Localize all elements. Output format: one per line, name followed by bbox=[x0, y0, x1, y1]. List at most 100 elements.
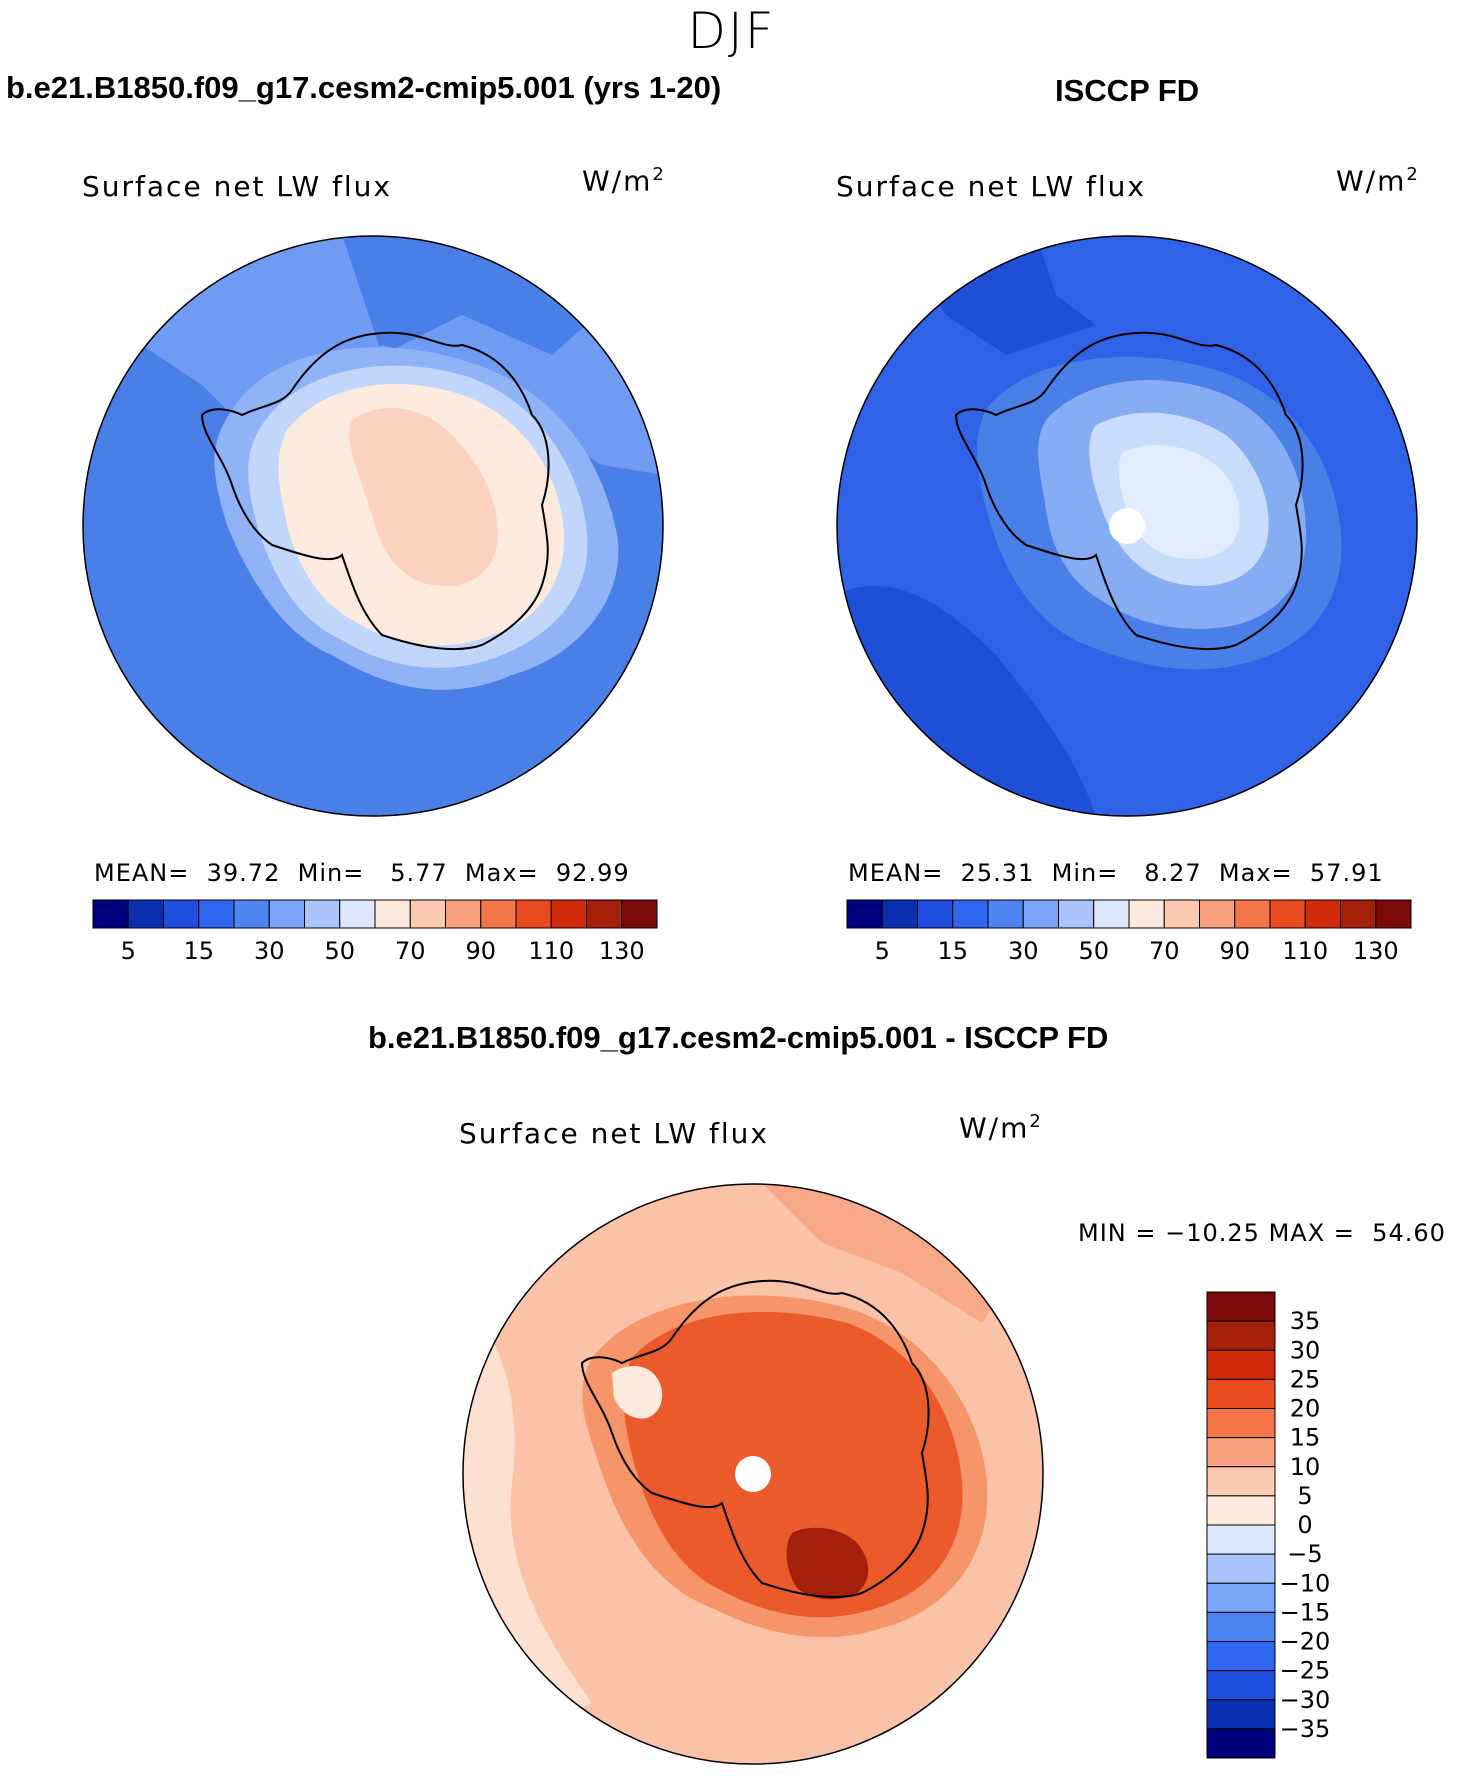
diff-colorbar-box bbox=[1206, 1349, 1276, 1380]
obs-map-border bbox=[836, 235, 1418, 817]
diff-colorbar-tick-label: −20 bbox=[1280, 1628, 1331, 1656]
obs-colorbar-box bbox=[1199, 899, 1236, 929]
obs-colorbar-box bbox=[1304, 899, 1341, 929]
obs-case-title: ISCCP FD bbox=[1055, 73, 1200, 108]
diff-colorbar-box bbox=[1206, 1524, 1276, 1555]
model-variable-title: Surface net LW flux bbox=[82, 170, 392, 203]
diff-colorbar-box bbox=[1206, 1728, 1276, 1759]
model-colorbar-box bbox=[198, 899, 235, 929]
diff-colorbar-box bbox=[1206, 1320, 1276, 1351]
obs-colorbar-tick-label: 110 bbox=[1282, 937, 1328, 965]
diff-units: W/m2 bbox=[959, 1111, 1043, 1145]
obs-colorbar-tick-label: 30 bbox=[1008, 937, 1039, 965]
model-field-band-e bbox=[349, 408, 498, 586]
diff-field-band-d bbox=[623, 1312, 963, 1618]
diff-colorbar-box bbox=[1206, 1437, 1276, 1468]
obs-colorbar-box bbox=[917, 899, 954, 929]
model-colorbar-box bbox=[304, 899, 341, 929]
model-map-border bbox=[82, 235, 664, 817]
model-map bbox=[82, 235, 664, 817]
diff-field-band-e bbox=[786, 1527, 869, 1600]
model-colorbar-box bbox=[550, 899, 587, 929]
diff-colorbar-box bbox=[1206, 1553, 1276, 1584]
diff-colorbar-tick-label: −10 bbox=[1280, 1569, 1331, 1597]
diff-field-band-f bbox=[612, 1366, 663, 1419]
model-colorbar-tick-label: 30 bbox=[254, 937, 285, 965]
obs-colorbar-tick-label: 70 bbox=[1149, 937, 1180, 965]
diff-colorbar-tick-label: 20 bbox=[1290, 1395, 1321, 1423]
diff-colorbar-box bbox=[1206, 1670, 1276, 1701]
obs-colorbar-box bbox=[1128, 899, 1165, 929]
model-colorbar-box bbox=[621, 899, 658, 929]
diff-colorbar-tick-label: −5 bbox=[1287, 1540, 1322, 1568]
obs-pole-hole bbox=[1109, 508, 1145, 544]
obs-colorbar-box bbox=[1269, 899, 1306, 929]
model-colorbar-box bbox=[127, 899, 164, 929]
season-title: DJF bbox=[687, 2, 776, 60]
model-colorbar-tick-label: 110 bbox=[528, 937, 574, 965]
obs-colorbar-tick-label: 90 bbox=[1219, 937, 1250, 965]
model-colorbar-tick-label: 15 bbox=[183, 937, 214, 965]
model-colorbar-box bbox=[586, 899, 623, 929]
model-case-title: b.e21.B1850.f09_g17.cesm2-cmip5.001 (yrs… bbox=[6, 70, 722, 105]
diff-coastline bbox=[580, 1279, 930, 1599]
diff-colorbar-tick-label: 25 bbox=[1290, 1365, 1321, 1393]
obs-colorbar-box bbox=[1163, 899, 1200, 929]
obs-colorbar-box bbox=[952, 899, 989, 929]
model-units: W/m2 bbox=[582, 164, 666, 198]
diff-stats: MIN = −10.25 MAX = 54.60 bbox=[1078, 1219, 1446, 1247]
model-colorbar-box bbox=[480, 899, 517, 929]
model-colorbar-tick-label: 70 bbox=[395, 937, 426, 965]
model-colorbar-tick-label: 130 bbox=[599, 937, 645, 965]
diff-variable-title: Surface net LW flux bbox=[459, 1117, 769, 1150]
diff-pole-hole bbox=[735, 1456, 771, 1492]
diff-colorbar-tick-label: 10 bbox=[1290, 1453, 1321, 1481]
model-coastline bbox=[200, 331, 550, 651]
model-colorbar: 5 15 30 50 70 90 110 130 bbox=[92, 899, 658, 965]
diff-colorbar-box bbox=[1206, 1466, 1276, 1497]
obs-field-band-f bbox=[1118, 445, 1240, 559]
diff-colorbar-box bbox=[1206, 1408, 1276, 1439]
model-colorbar-box bbox=[163, 899, 200, 929]
obs-colorbar-tick-label: 5 bbox=[875, 937, 890, 965]
obs-colorbar-box bbox=[1022, 899, 1059, 929]
obs-colorbar: 5 15 30 50 70 90 110 130 bbox=[846, 899, 1412, 965]
obs-colorbar-box bbox=[987, 899, 1024, 929]
diff-colorbar-tick-label: −35 bbox=[1280, 1715, 1331, 1743]
obs-colorbar-box bbox=[1375, 899, 1412, 929]
diff-colorbar-box bbox=[1206, 1641, 1276, 1672]
diff-colorbar-tick-label: 15 bbox=[1290, 1424, 1321, 1452]
diff-colorbar-box bbox=[1206, 1378, 1276, 1409]
obs-colorbar-box bbox=[1340, 899, 1377, 929]
diff-colorbar-box bbox=[1206, 1495, 1276, 1526]
obs-map bbox=[836, 235, 1418, 817]
diff-colorbar-tick-label: 5 bbox=[1297, 1482, 1312, 1510]
obs-colorbar-tick-label: 15 bbox=[937, 937, 968, 965]
diff-colorbar-tick-label: −15 bbox=[1280, 1598, 1331, 1626]
diff-map bbox=[462, 1183, 1044, 1765]
model-colorbar-tick-label: 50 bbox=[324, 937, 355, 965]
diff-colorbar-box bbox=[1206, 1611, 1276, 1642]
model-stats: MEAN= 39.72 Min= 5.77 Max= 92.99 bbox=[94, 859, 630, 887]
obs-colorbar-box bbox=[1058, 899, 1095, 929]
diff-colorbar-tick-label: −25 bbox=[1280, 1657, 1331, 1685]
diff-colorbar-tick-label: 30 bbox=[1290, 1336, 1321, 1364]
obs-variable-title: Surface net LW flux bbox=[836, 170, 1146, 203]
model-colorbar-tick-label: 90 bbox=[465, 937, 496, 965]
diff-map-border bbox=[462, 1183, 1044, 1765]
diff-colorbar-box bbox=[1206, 1699, 1276, 1730]
diff-colorbar-tick-label: 0 bbox=[1297, 1511, 1312, 1539]
diff-colorbar-box bbox=[1206, 1291, 1276, 1322]
model-colorbar-box bbox=[92, 899, 129, 929]
model-colorbar-tick-label: 5 bbox=[121, 937, 136, 965]
model-colorbar-box bbox=[233, 899, 270, 929]
obs-colorbar-tick-label: 130 bbox=[1353, 937, 1399, 965]
model-colorbar-box bbox=[268, 899, 305, 929]
obs-colorbar-box bbox=[1093, 899, 1130, 929]
obs-colorbar-tick-label: 50 bbox=[1078, 937, 1109, 965]
obs-colorbar-box bbox=[1234, 899, 1271, 929]
diff-colorbar-tick-label: −30 bbox=[1280, 1686, 1331, 1714]
obs-units: W/m2 bbox=[1336, 164, 1420, 198]
model-colorbar-box bbox=[409, 899, 446, 929]
